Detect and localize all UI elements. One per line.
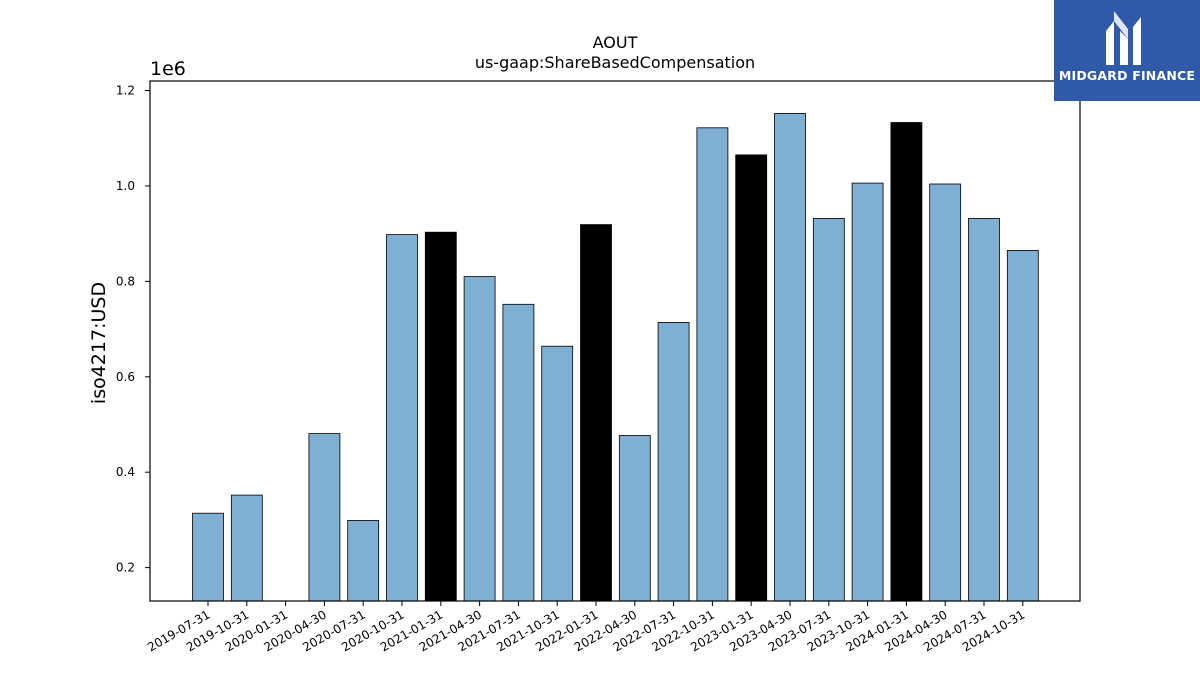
bar — [851, 182, 884, 602]
y-scale-label: 1e6 — [150, 58, 186, 80]
bar — [774, 113, 806, 602]
bar — [696, 127, 729, 602]
y-tick-label: 1.0 — [116, 179, 135, 193]
bars-group — [192, 113, 1039, 602]
bar — [308, 433, 341, 602]
bar — [735, 154, 768, 602]
bar — [230, 494, 263, 602]
y-tick-label: 0.2 — [116, 561, 135, 575]
chart-title: AOUT — [593, 33, 638, 52]
y-tick-label: 0.6 — [116, 370, 135, 384]
y-axis-label: iso4217:USD — [88, 282, 110, 404]
bar — [890, 122, 923, 602]
y-tick-label: 1.2 — [116, 84, 135, 98]
x-ticks-group: 2019-07-312019-10-312020-01-312020-04-30… — [145, 601, 1027, 654]
bar — [968, 217, 1000, 602]
bar — [386, 234, 418, 602]
bar — [1006, 249, 1039, 602]
bar — [502, 303, 535, 602]
plot-frame — [149, 80, 1081, 602]
y-tick-label: 0.4 — [116, 465, 135, 479]
chart-subtitle: us-gaap:ShareBasedCompensation — [475, 53, 755, 72]
bar — [618, 435, 651, 602]
brand-name: MIDGARD FINANCE — [1058, 68, 1196, 83]
bar — [541, 345, 574, 602]
bar — [657, 321, 690, 602]
bar — [192, 512, 224, 602]
bar — [347, 520, 380, 602]
midgard-logo-icon — [1106, 11, 1141, 65]
bar — [424, 231, 457, 602]
bar — [580, 224, 612, 602]
brand-logo: MIDGARD FINANCE — [1054, 0, 1200, 101]
bar — [929, 183, 962, 602]
bar — [463, 276, 496, 602]
bar — [812, 217, 845, 602]
y-tick-label: 0.8 — [116, 274, 135, 288]
y-ticks-group: 0.2 0.4 0.6 0.8 1.0 1.2 — [116, 84, 150, 575]
